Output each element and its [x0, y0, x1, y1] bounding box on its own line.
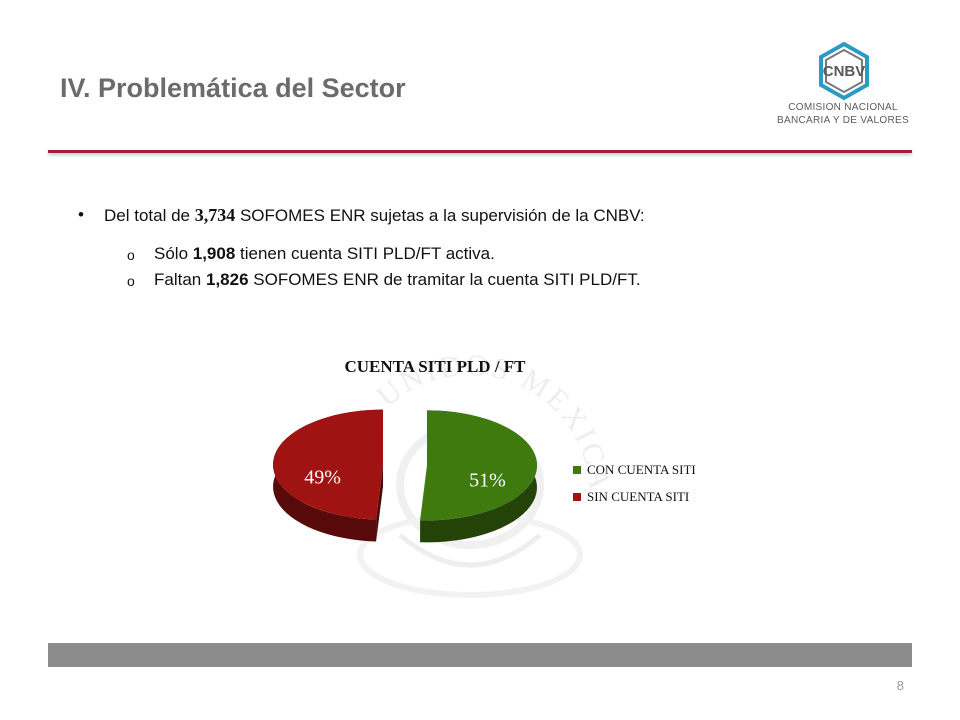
sub-bullet-2: o Faltan 1,826 SOFOMES ENR de tramitar l… [78, 269, 918, 291]
cnbv-logo: CNBV [819, 42, 869, 101]
bullet-main-prefix: Del total de [104, 206, 195, 225]
pie-chart: CUENTA SITI PLD / FT 51% 49% CON CUENTA S… [273, 357, 696, 543]
legend-swatch-1 [573, 466, 581, 474]
sub-bullet-suffix: tienen cuenta SITI PLD/FT activa. [235, 244, 495, 263]
legend-swatch-2 [573, 493, 581, 501]
legend-label-1: CON CUENTA SITI [587, 462, 696, 477]
sub-bullet-marker: o [127, 273, 135, 289]
sub-bullet-number: 1,826 [205, 270, 249, 289]
bullet-main: Del total de 3,734 SOFOMES ENR sujetas a… [78, 204, 918, 227]
sub-bullet-suffix: SOFOMES ENR de tramitar la cuenta SITI P… [248, 270, 641, 289]
bullet-main-suffix: SOFOMES ENR sujetas a la supervisión de … [235, 206, 645, 225]
sub-bullet-marker: o [127, 247, 135, 263]
chart-title: CUENTA SITI PLD / FT [344, 357, 526, 376]
logo-abbr: CNBV [823, 63, 866, 80]
logo-name: COMISION NACIONAL BANCARIA Y DE VALORES [772, 101, 914, 127]
logo-line-2: BANCARIA Y DE VALORES [777, 115, 909, 126]
pie-slice-2 [273, 409, 384, 542]
sub-bullet-prefix: Faltan [154, 270, 206, 289]
sub-bullet-prefix: Sólo [154, 244, 193, 263]
pie-data-label-1: 51% [469, 469, 506, 491]
pie-slice-1 [420, 410, 537, 543]
sub-bullet-1: o Sólo 1,908 tienen cuenta SITI PLD/FT a… [78, 243, 918, 265]
bullet-list: Del total de 3,734 SOFOMES ENR sujetas a… [78, 204, 918, 295]
footer-bar [48, 643, 912, 667]
sub-bullet-number: 1,908 [192, 244, 236, 263]
page-title: IV. Problemática del Sector [60, 73, 406, 103]
bullet-main-number: 3,734 [194, 205, 236, 225]
page-number: 8 [896, 678, 904, 693]
logo-line-1: COMISION NACIONAL [788, 102, 898, 113]
pie-data-label-2: 49% [304, 467, 341, 489]
legend-label-2: SIN CUENTA SITI [587, 489, 689, 504]
header-divider [48, 150, 912, 153]
